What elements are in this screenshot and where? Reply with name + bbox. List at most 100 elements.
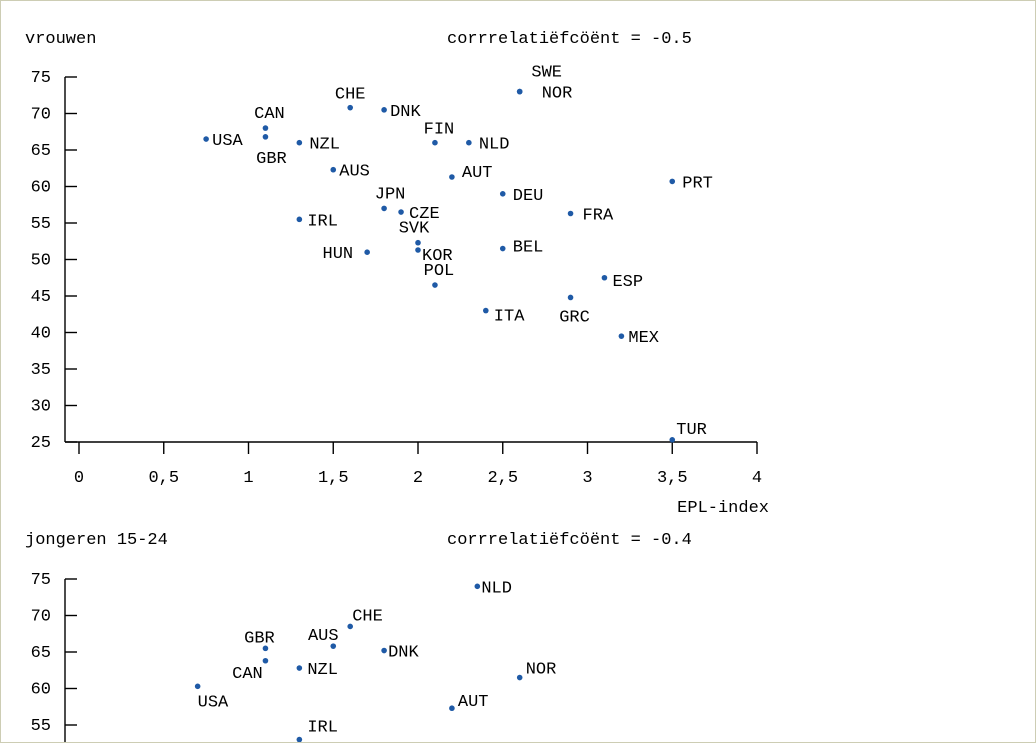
y-tick-label: 45 xyxy=(31,288,51,307)
data-point xyxy=(669,437,676,443)
x-tick-label: 1,5 xyxy=(318,469,349,488)
data-point xyxy=(347,104,354,111)
x-tick-label: 0 xyxy=(74,469,84,488)
data-point xyxy=(466,139,472,146)
data-label: PRT xyxy=(682,174,713,193)
data-label: BEL xyxy=(513,239,544,258)
data-label: AUT xyxy=(458,693,489,712)
data-point xyxy=(381,647,387,654)
y-tick-label: 70 xyxy=(31,608,51,627)
data-label: TUR xyxy=(676,421,707,440)
y-tick-label: 35 xyxy=(31,361,51,380)
data-point xyxy=(516,674,523,681)
data-label: SWE xyxy=(510,741,541,742)
data-point xyxy=(381,205,387,212)
data-point xyxy=(398,209,404,215)
data-point xyxy=(262,125,269,131)
data-label: NLD xyxy=(479,136,510,155)
y-tick-label: 30 xyxy=(31,398,51,417)
data-point xyxy=(330,166,337,173)
data-point xyxy=(483,307,489,314)
data-label: DNK xyxy=(390,103,421,122)
y-tick-label: 70 xyxy=(31,106,51,125)
data-point xyxy=(474,583,481,590)
data-label: CHE xyxy=(335,86,366,105)
data-label: CAN xyxy=(254,105,285,124)
y-tick-label: 65 xyxy=(31,644,51,663)
data-point xyxy=(499,245,506,252)
panel-title: vrouwen xyxy=(25,30,96,49)
data-label: CHE xyxy=(352,607,383,626)
x-tick-label: 1 xyxy=(243,469,253,488)
data-label: MEX xyxy=(628,329,659,348)
y-tick-label: 40 xyxy=(31,325,51,344)
data-label: AUT xyxy=(462,164,493,183)
y-tick-label: 55 xyxy=(31,215,51,234)
x-tick-label: 2 xyxy=(413,469,423,488)
data-label: USA xyxy=(198,693,229,712)
data-label: FIN xyxy=(424,121,455,140)
data-label: KOR xyxy=(422,247,453,266)
x-tick-label: 3 xyxy=(582,469,592,488)
y-tick-label: 50 xyxy=(31,252,51,271)
y-tick-label: 60 xyxy=(31,681,51,700)
data-point xyxy=(449,705,455,712)
data-point xyxy=(618,333,625,339)
x-tick-label: 2,5 xyxy=(487,469,518,488)
data-label: AUS xyxy=(308,627,339,646)
data-label: FRA xyxy=(583,207,614,226)
data-label: HUN xyxy=(323,245,354,264)
data-label: SWE xyxy=(531,64,562,83)
data-label: NOR xyxy=(542,85,573,104)
data-label: SVK xyxy=(399,220,430,239)
data-label: GBR xyxy=(244,629,275,648)
data-point xyxy=(449,174,455,180)
y-tick-label: 65 xyxy=(31,142,51,161)
data-label: DEU xyxy=(513,187,544,206)
y-tick-label: 75 xyxy=(31,571,51,590)
data-label: GRC xyxy=(559,308,590,327)
x-axis-title: EPL-index xyxy=(677,499,769,518)
data-point xyxy=(194,683,201,690)
data-label: ESP xyxy=(612,273,643,292)
y-tick-label: 75 xyxy=(31,69,51,88)
data-point xyxy=(330,643,337,649)
x-tick-label: 4 xyxy=(752,469,762,488)
data-label: POL xyxy=(424,262,455,281)
data-point xyxy=(432,139,438,146)
data-label: USA xyxy=(212,132,243,151)
data-label: NZL xyxy=(307,661,338,680)
data-point xyxy=(415,247,421,253)
data-point xyxy=(567,294,574,301)
x-tick-label: 3,5 xyxy=(657,469,688,488)
y-tick-label: 25 xyxy=(31,434,51,453)
data-label: GBR xyxy=(256,150,287,169)
data-point xyxy=(601,274,608,281)
data-label: CZE xyxy=(409,205,440,224)
data-label: ITA xyxy=(494,308,525,327)
data-point xyxy=(296,665,303,671)
data-point xyxy=(516,88,523,95)
data-point xyxy=(415,239,421,246)
data-point xyxy=(432,282,438,288)
data-point xyxy=(296,139,303,146)
data-point xyxy=(296,736,303,742)
data-label: IRL xyxy=(307,719,338,738)
data-point xyxy=(381,107,387,113)
correlation-annotation: corrrelatiëfcöënt = -0.4 xyxy=(447,531,692,550)
y-tick-label: 60 xyxy=(31,179,51,198)
data-label: DNK xyxy=(388,644,419,663)
data-label: IRL xyxy=(307,212,338,231)
data-point xyxy=(499,191,506,197)
y-tick-label: 55 xyxy=(31,717,51,736)
data-point xyxy=(364,249,370,255)
data-point xyxy=(567,210,574,217)
data-label: NZL xyxy=(309,136,340,155)
correlation-annotation: corrrelatiëfcöënt = -0.5 xyxy=(447,30,692,49)
data-point xyxy=(296,216,303,223)
data-label: NLD xyxy=(481,579,512,598)
data-point xyxy=(347,623,354,630)
x-tick-label: 0,5 xyxy=(148,469,179,488)
